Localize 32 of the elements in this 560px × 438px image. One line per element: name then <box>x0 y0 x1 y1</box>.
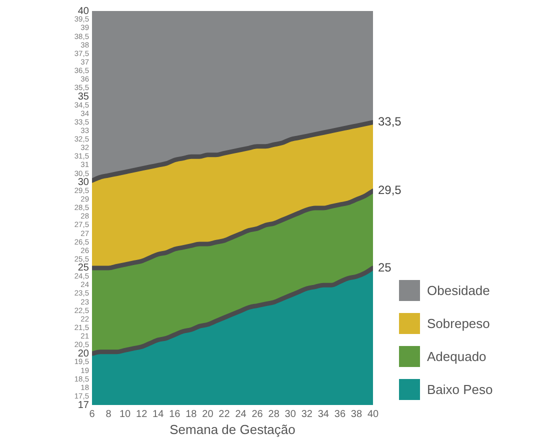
x-tick-label: 12 <box>136 408 148 420</box>
x-tick-label: 34 <box>318 408 330 420</box>
x-tick-label: 40 <box>367 408 379 420</box>
x-tick-label: 20 <box>202 408 214 420</box>
x-tick-label: 6 <box>89 408 96 420</box>
data-label: 25 <box>378 260 392 274</box>
x-tick-label: 28 <box>268 408 280 420</box>
y-tick-label: 17 <box>78 400 90 411</box>
x-tick-label: 18 <box>186 408 198 420</box>
x-tick-label: 26 <box>252 408 264 420</box>
legend-label: Baixo Peso <box>427 382 493 398</box>
legend-label: Sobrepeso <box>427 316 490 332</box>
x-tick-label: 16 <box>169 408 181 420</box>
y-tick-label: 30 <box>78 177 90 188</box>
x-tick-label: 10 <box>119 408 132 420</box>
y-tick-label: 35 <box>78 91 90 102</box>
x-axis-title: Semana de Gestação <box>170 422 296 437</box>
x-tick-label: 30 <box>284 408 296 420</box>
x-tick-label: 32 <box>301 408 313 420</box>
x-tick-label: 14 <box>152 408 164 420</box>
x-tick-label: 8 <box>106 408 112 420</box>
x-tick-label: 36 <box>334 408 346 420</box>
y-tick-label: 25 <box>78 262 90 274</box>
x-tick-label: 24 <box>235 408 247 420</box>
x-tick-label: 22 <box>218 408 230 420</box>
y-tick-label: 40 <box>78 6 90 17</box>
x-tick-label: 38 <box>350 408 362 420</box>
legend-label: Adequado <box>427 349 486 364</box>
legend-label: Obesidade <box>427 283 490 298</box>
data-label: 29,5 <box>378 183 402 198</box>
data-label: 33,5 <box>378 114 402 129</box>
y-tick-label: 20 <box>78 348 90 360</box>
